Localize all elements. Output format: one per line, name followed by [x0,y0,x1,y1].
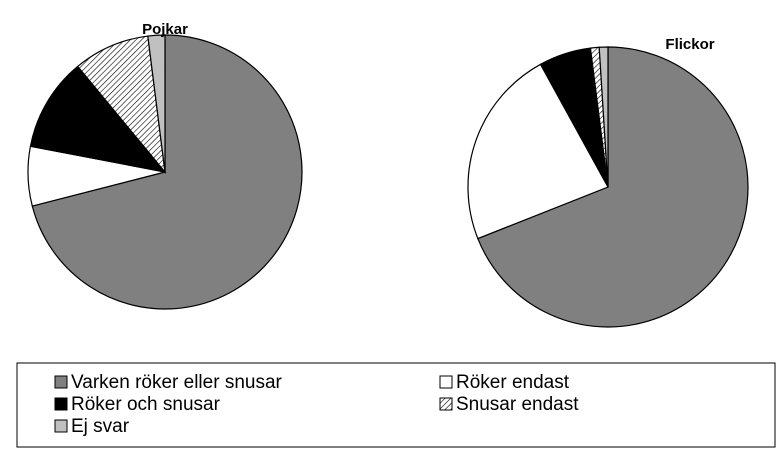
pie-slice [29,65,167,173]
pie-slice [467,63,609,240]
chart-title: Flickor [665,36,714,53]
legend-swatch [439,375,453,389]
pie-slice [598,46,609,188]
legend-swatch [54,397,68,411]
legend-label: Ej svar [71,416,130,437]
legend-label: Snusar endast [456,394,579,415]
legend-label: Röker och snusar [71,394,221,415]
pie-slice [147,34,166,173]
legend-swatch [54,375,68,389]
pie-slice [31,34,303,310]
legend-swatch [54,419,68,433]
legend-label: Varken röker eller snusar [71,372,283,393]
pie-slice [477,46,749,328]
chart-title: Pojkar [142,21,188,38]
legend-label: Röker endast [456,372,570,393]
legend-box [16,362,776,448]
legend-swatch [439,397,453,411]
